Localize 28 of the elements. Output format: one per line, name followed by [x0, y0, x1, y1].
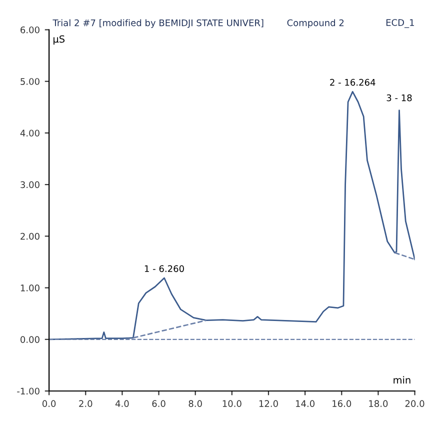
chart-title: Trial 2 #7 [modified by BEMIDJI STATE UNIVER] — [52, 19, 264, 28]
text: ECD_1 — [386, 19, 414, 28]
y-tick-label: 4.00 — [20, 130, 40, 137]
line-series — [49, 90, 415, 340]
x-tick-label: 18.0 — [369, 400, 388, 408]
y-axis-title: µS — [54, 35, 65, 45]
x-tick-label: 12.0 — [259, 400, 278, 408]
x-tick-label: 10.0 — [222, 400, 242, 408]
x-tick-label: 20.0 — [405, 400, 424, 408]
x-tick-label: 14.0 — [296, 400, 315, 408]
x-axis-title: min — [394, 376, 410, 384]
y-tick-label: 0.00 — [20, 336, 40, 343]
y-tick-label: -1.00 — [17, 388, 40, 395]
annotation: 3 - 18 — [386, 94, 412, 102]
x-tick-label: 8.0 — [188, 400, 202, 408]
x-tick-label: 2.0 — [79, 400, 92, 408]
y-tick-label: 1.00 — [20, 284, 40, 292]
x-tick-label: 0.0 — [42, 400, 56, 408]
x-tick-label: 4.0 — [115, 400, 129, 408]
x-tick-label: 16.0 — [332, 400, 352, 408]
annotation: 1 - 6.260 — [144, 265, 184, 272]
x-tick-label: 6.0 — [152, 400, 166, 408]
y-tick-label: 6.00 — [20, 26, 40, 34]
y-tick-label: 2.00 — [20, 232, 40, 240]
annotation: 2 - 16.264 — [330, 78, 376, 86]
y-tick-label: 5.00 — [20, 78, 40, 85]
chart-subtitle: Compound 2 — [287, 19, 344, 28]
y-tick-label: 3.00 — [20, 181, 40, 188]
